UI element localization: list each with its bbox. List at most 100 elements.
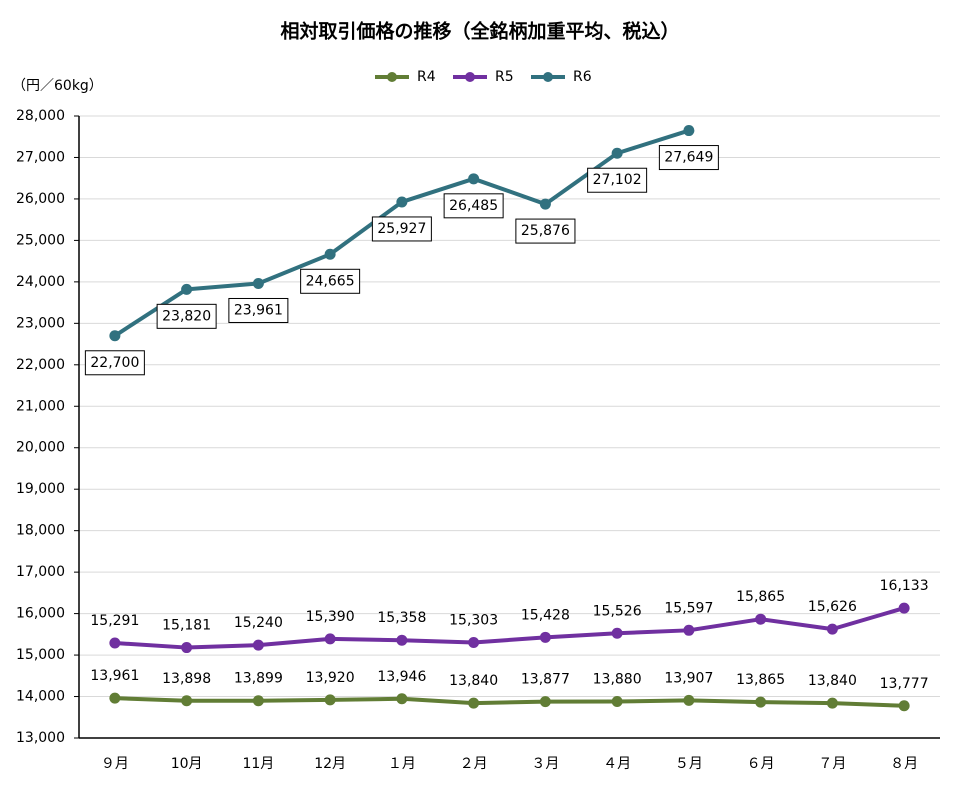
data-point xyxy=(396,693,408,705)
chart-title: 相対取引価格の推移（全銘柄加重平均、税込） xyxy=(280,20,679,43)
x-tick-label: ７月 xyxy=(818,756,846,772)
legend-label: R5 xyxy=(495,69,514,85)
data-label: 27,102 xyxy=(593,172,642,188)
x-tick-label: ８月 xyxy=(890,756,918,772)
data-label: 15,597 xyxy=(664,600,713,616)
data-label: 15,865 xyxy=(736,589,785,605)
legend-label: R4 xyxy=(417,69,436,85)
x-tick-label: ４月 xyxy=(603,756,631,772)
data-point xyxy=(324,633,336,645)
y-axis-label: （円／60kg） xyxy=(12,78,103,94)
data-label: 16,133 xyxy=(880,578,929,594)
series-line xyxy=(114,696,905,708)
data-label: 15,303 xyxy=(449,613,498,629)
data-point xyxy=(109,637,121,649)
data-label: 22,700 xyxy=(90,355,139,371)
data-label: 25,927 xyxy=(377,221,426,237)
data-label-box xyxy=(443,193,504,219)
data-label: 13,920 xyxy=(306,670,355,686)
data-label: 13,907 xyxy=(664,670,713,686)
data-label: 27,649 xyxy=(664,150,713,166)
data-point xyxy=(468,173,480,185)
legend-marker xyxy=(465,72,475,82)
data-label: 15,390 xyxy=(306,609,355,625)
data-label: 23,820 xyxy=(162,308,211,324)
data-point xyxy=(539,696,551,708)
data-label: 24,665 xyxy=(306,273,355,289)
data-label: 26,485 xyxy=(449,198,498,214)
data-point xyxy=(611,627,623,639)
x-tick-label: ９月 xyxy=(101,756,129,772)
data-point xyxy=(683,694,695,706)
y-tick-label: 25,000 xyxy=(16,232,65,248)
data-point xyxy=(396,634,408,646)
data-point xyxy=(898,700,910,712)
data-label: 15,240 xyxy=(234,615,283,631)
y-tick-label: 15,000 xyxy=(16,647,65,663)
x-tick-label: ３月 xyxy=(531,756,559,772)
data-point xyxy=(324,248,336,260)
data-point xyxy=(611,147,623,159)
data-point xyxy=(826,697,838,709)
data-point xyxy=(109,692,121,704)
data-label: 13,865 xyxy=(736,672,785,688)
y-tick-label: 20,000 xyxy=(16,440,65,456)
y-tick-label: 17,000 xyxy=(16,564,65,580)
data-label-box xyxy=(658,145,719,171)
data-label: 13,880 xyxy=(593,672,642,688)
data-label: 15,181 xyxy=(162,618,211,634)
data-point xyxy=(324,694,336,706)
data-point xyxy=(252,277,264,289)
data-point xyxy=(683,125,695,137)
data-label: 13,877 xyxy=(521,672,570,688)
y-tick-label: 24,000 xyxy=(16,274,65,290)
x-tick-label: １月 xyxy=(388,756,416,772)
y-tick-label: 22,000 xyxy=(16,357,65,373)
data-label-box xyxy=(300,268,361,294)
y-tick-label: 18,000 xyxy=(16,523,65,539)
data-label: 25,876 xyxy=(521,223,570,239)
data-point xyxy=(252,695,264,707)
y-tick-label: 14,000 xyxy=(16,689,65,705)
series-line xyxy=(114,606,905,650)
data-point xyxy=(468,697,480,709)
data-label: 15,626 xyxy=(808,599,857,615)
data-point xyxy=(755,613,767,625)
data-point xyxy=(755,696,767,708)
data-label: 15,428 xyxy=(521,607,570,623)
data-label-box xyxy=(156,303,217,329)
legend-marker xyxy=(387,72,397,82)
data-point xyxy=(181,283,193,295)
data-label: 13,899 xyxy=(234,671,283,687)
data-label: 13,840 xyxy=(449,673,498,689)
y-tick-label: 27,000 xyxy=(16,149,65,165)
data-label-box xyxy=(371,216,432,242)
data-label-box xyxy=(84,350,145,376)
x-tick-label: ２月 xyxy=(460,756,488,772)
data-point xyxy=(826,623,838,635)
y-tick-label: 26,000 xyxy=(16,191,65,207)
x-tick-label: 12月 xyxy=(314,756,346,772)
legend-marker xyxy=(543,72,553,82)
data-point xyxy=(252,639,264,651)
data-label: 13,777 xyxy=(880,676,929,692)
legend-label: R6 xyxy=(573,69,592,85)
y-tick-label: 23,000 xyxy=(16,315,65,331)
y-tick-label: 19,000 xyxy=(16,481,65,497)
data-label-box xyxy=(228,297,289,323)
data-label: 13,840 xyxy=(808,673,857,689)
data-label: 15,291 xyxy=(90,613,139,629)
data-label: 15,358 xyxy=(377,610,426,626)
data-label-box xyxy=(587,167,648,193)
data-point xyxy=(683,624,695,636)
data-label: 13,946 xyxy=(377,669,426,685)
x-tick-label: 11月 xyxy=(242,756,274,772)
x-tick-label: ５月 xyxy=(675,756,703,772)
x-tick-label: 10月 xyxy=(171,756,203,772)
data-point xyxy=(181,642,193,654)
y-tick-label: 28,000 xyxy=(16,108,65,124)
y-tick-label: 16,000 xyxy=(16,606,65,622)
data-label: 15,526 xyxy=(593,603,642,619)
data-label: 13,898 xyxy=(162,671,211,687)
